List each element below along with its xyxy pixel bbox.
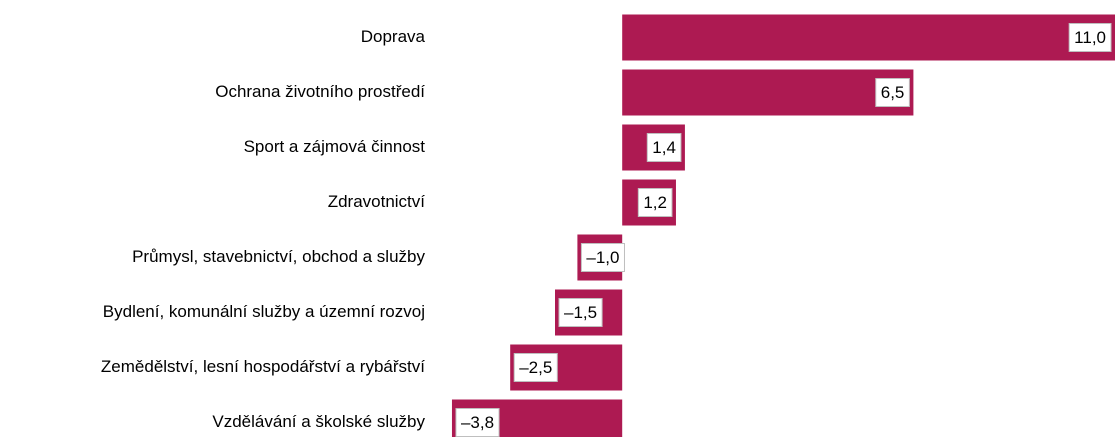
value-label-box <box>646 133 682 162</box>
value-label: 1,2 <box>643 193 667 212</box>
value-label-box <box>637 188 673 217</box>
value-label-box <box>513 353 558 382</box>
value-label-box <box>1068 23 1112 52</box>
value-label-box <box>580 243 625 272</box>
category-label: Vzdělávání a školské služby <box>212 412 425 431</box>
category-label: Sport a zájmová činnost <box>244 137 426 156</box>
category-label: Průmysl, stavebnictví, obchod a služby <box>132 247 425 266</box>
value-label-box <box>455 408 500 437</box>
value-label: –1,0 <box>586 248 619 267</box>
bar <box>622 69 914 116</box>
category-label: Zdravotnictví <box>328 192 426 211</box>
category-label: Zemědělství, lesní hospodářství a rybářs… <box>101 357 425 376</box>
value-label: –1,5 <box>564 303 597 322</box>
category-label: Doprava <box>361 27 426 46</box>
bar <box>622 14 1115 61</box>
value-label: –2,5 <box>519 358 552 377</box>
category-label: Bydlení, komunální služby a územní rozvo… <box>103 302 425 321</box>
value-label: 6,5 <box>881 83 905 102</box>
category-label: Ochrana životního prostředí <box>215 82 425 101</box>
value-label: 1,4 <box>652 138 676 157</box>
value-label-box <box>875 78 910 107</box>
value-label-box <box>558 298 603 327</box>
value-label: 11,0 <box>1074 28 1106 47</box>
value-label: –3,8 <box>461 413 494 432</box>
